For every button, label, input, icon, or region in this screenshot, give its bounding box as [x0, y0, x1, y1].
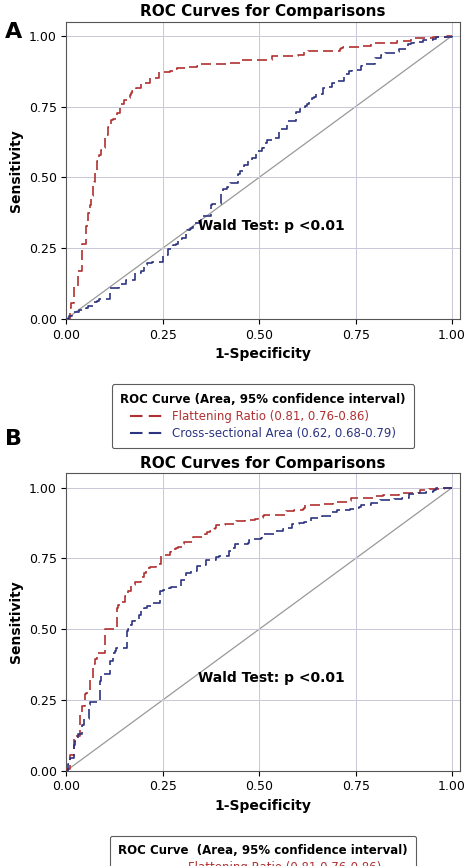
Text: B: B	[5, 429, 22, 449]
Legend: Flattening Ratio (0.81 0.76-0.86), Thickness (0.74, 0.68-0.79 ): Flattening Ratio (0.81 0.76-0.86), Thick…	[110, 836, 416, 866]
Title: ROC Curves for Comparisons: ROC Curves for Comparisons	[140, 456, 386, 471]
Legend: Flattening Ratio (0.81, 0.76-0.86), Cross-sectional Area (0.62, 0.68-0.79): Flattening Ratio (0.81, 0.76-0.86), Cros…	[112, 385, 414, 448]
Text: A: A	[5, 22, 22, 42]
X-axis label: 1-Specificity: 1-Specificity	[215, 799, 311, 813]
Text: Wald Test: p <0.01: Wald Test: p <0.01	[198, 219, 344, 233]
Title: ROC Curves for Comparisons: ROC Curves for Comparisons	[140, 4, 386, 19]
Y-axis label: Sensitivity: Sensitivity	[9, 581, 23, 663]
X-axis label: 1-Specificity: 1-Specificity	[215, 347, 311, 361]
Y-axis label: Sensitivity: Sensitivity	[9, 129, 23, 211]
Text: Wald Test: p <0.01: Wald Test: p <0.01	[198, 670, 344, 684]
